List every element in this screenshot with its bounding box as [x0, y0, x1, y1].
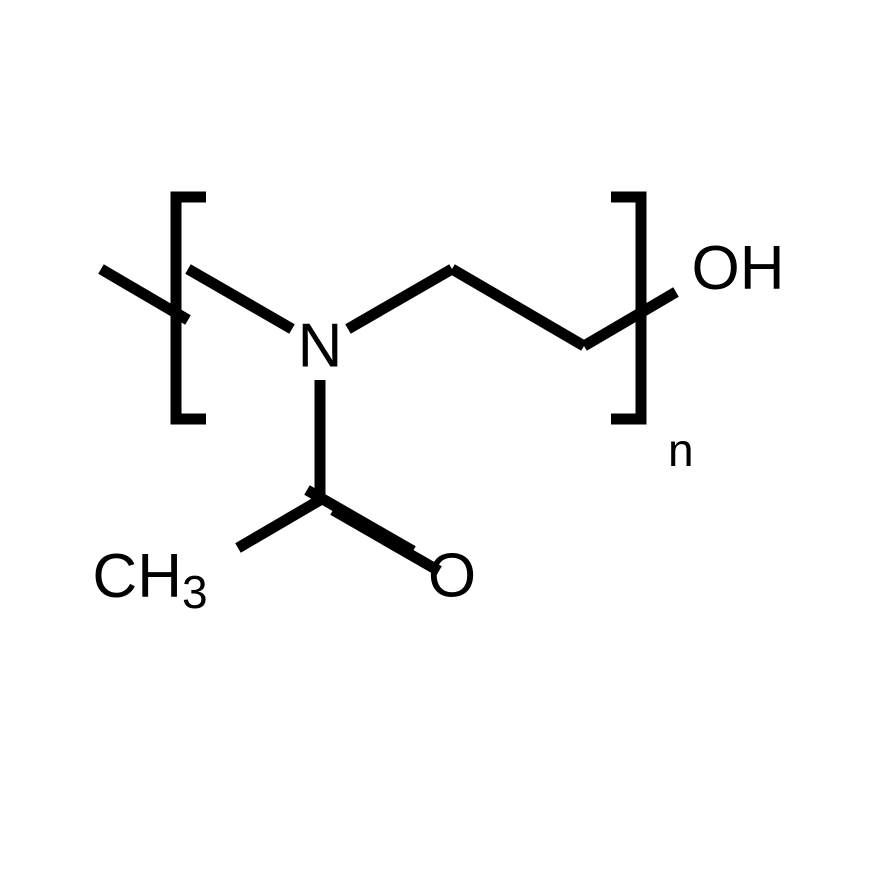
bond: [348, 269, 452, 329]
repeat-subscript-n: n: [668, 424, 694, 476]
left-bracket: [176, 197, 206, 419]
bond: [188, 269, 292, 329]
bond: [333, 510, 439, 571]
bond: [452, 269, 584, 346]
right-bracket: [611, 197, 641, 419]
oxygen-carbonyl-atom-label: O: [428, 542, 476, 611]
nitrogen-atom-label: N: [298, 312, 343, 381]
bond: [238, 500, 320, 548]
hydroxyl-atom-label: OH: [692, 234, 785, 303]
bond: [584, 292, 676, 346]
methyl-atom-label: CH3: [92, 542, 207, 619]
chemical-structure-svg: N O OH CH3 n: [0, 0, 890, 890]
